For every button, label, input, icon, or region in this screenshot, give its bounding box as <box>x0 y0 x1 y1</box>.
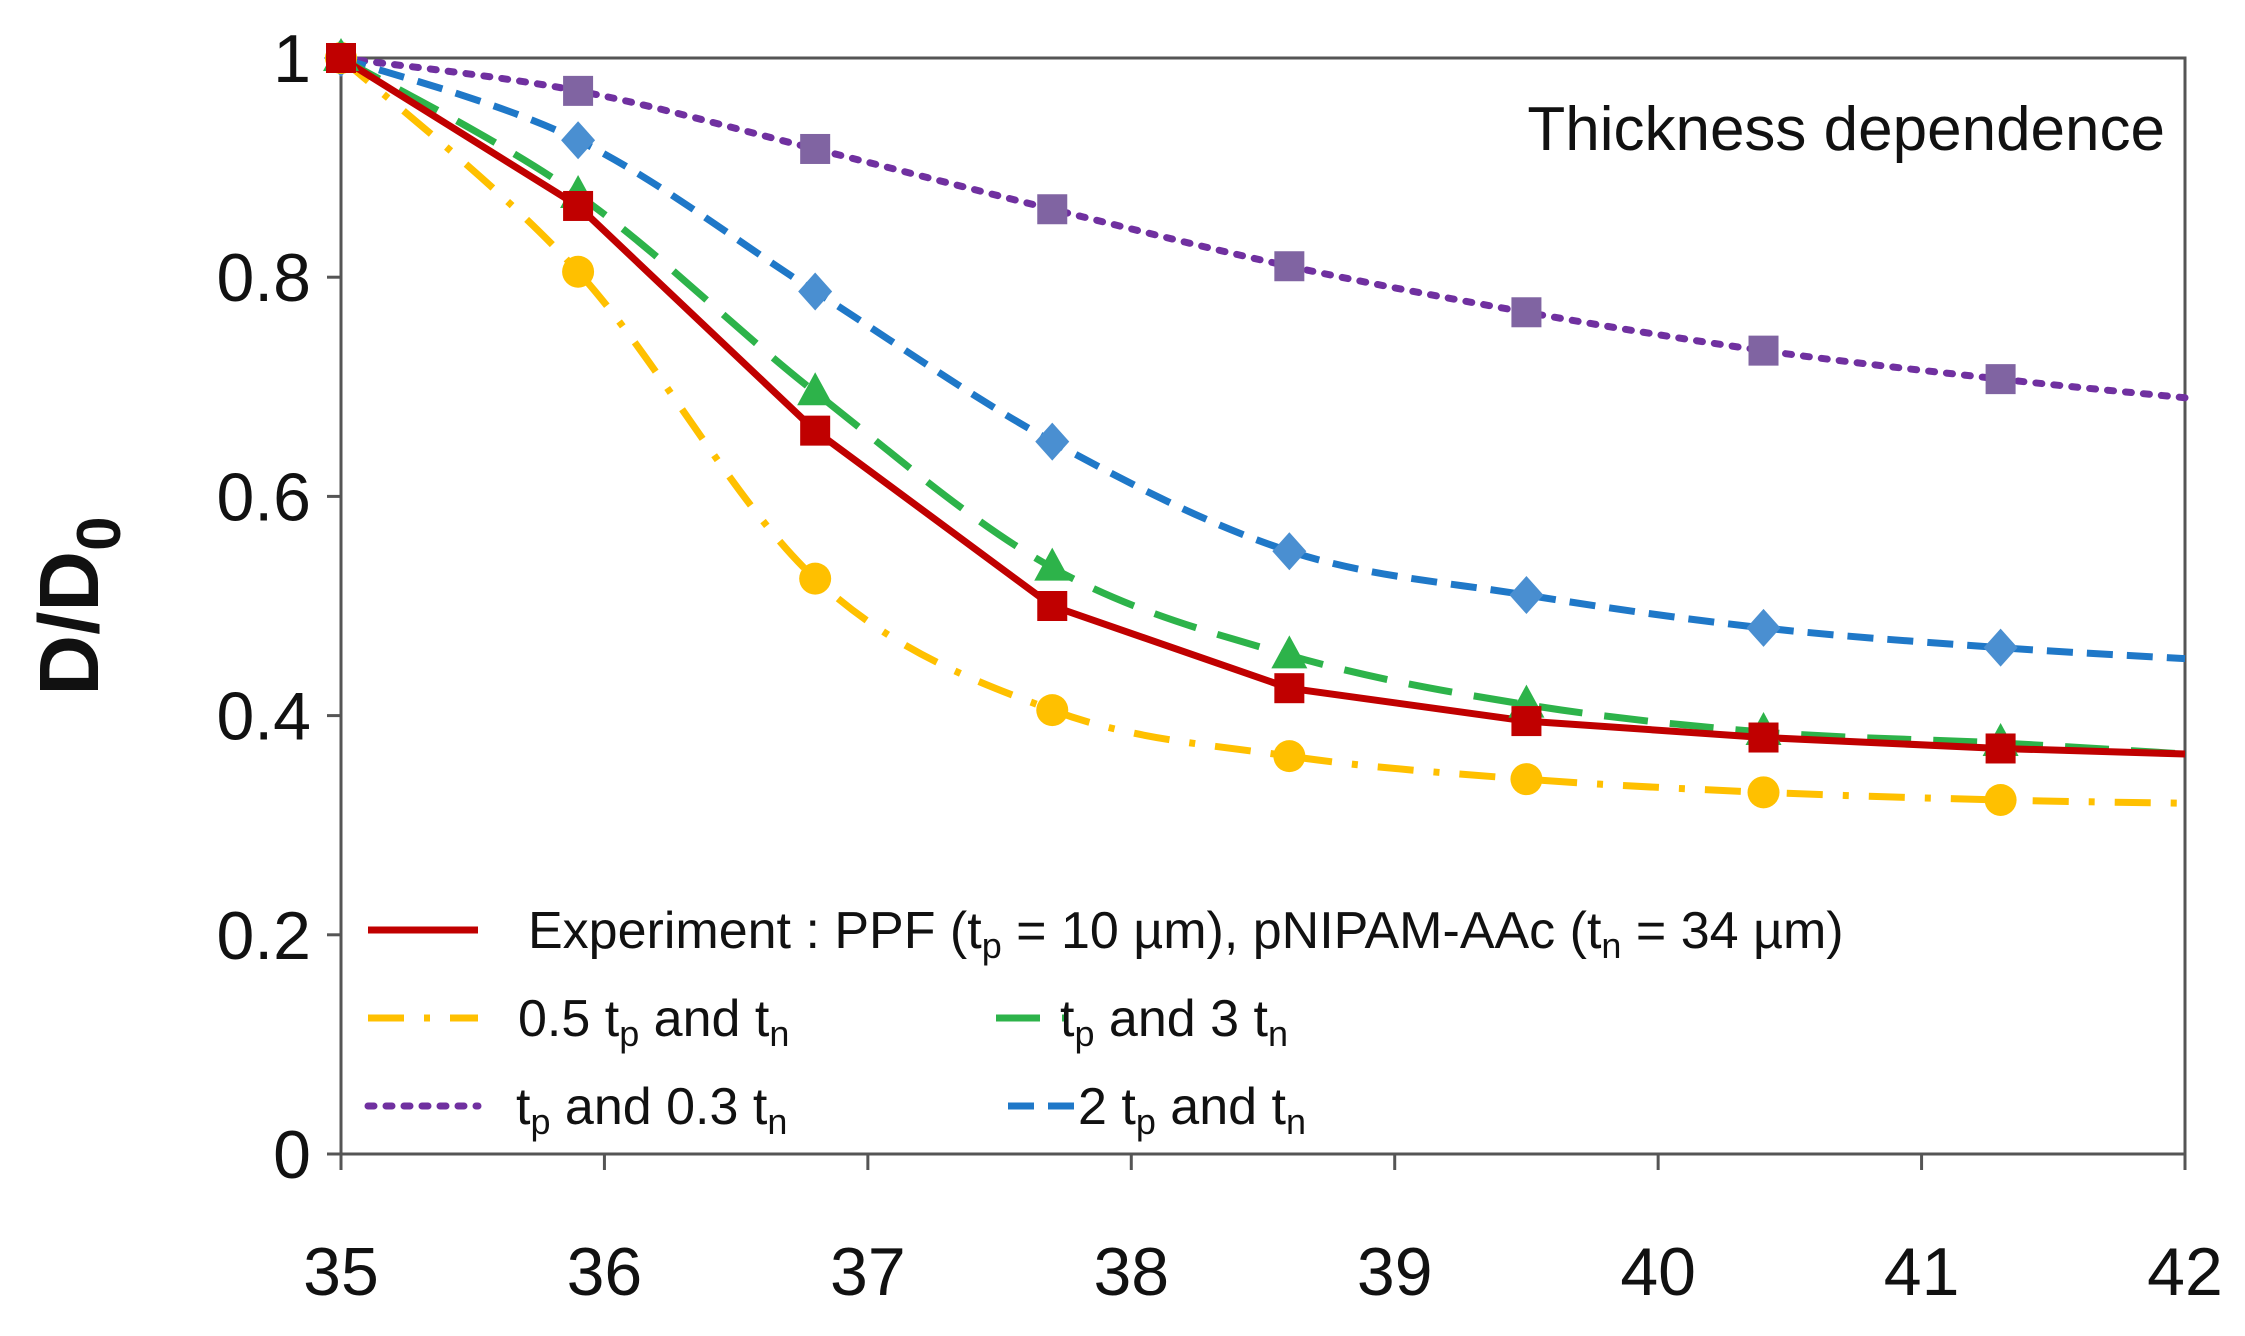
data-point-half-tp <box>1747 776 1780 809</box>
x-tick-label: 35 <box>303 1234 379 1310</box>
data-point-point3-tn <box>800 133 831 164</box>
x-tick-label: 41 <box>1884 1234 1960 1310</box>
legend-text-part: p <box>1074 1013 1094 1054</box>
y-tick-label: 0.6 <box>216 459 311 535</box>
data-point-double-tp <box>1983 628 2018 667</box>
data-point-triple-tn <box>797 372 834 406</box>
data-point-point3-tn <box>1274 251 1305 282</box>
legend-label-half-tp: 0.5 tp and tn <box>518 990 789 1054</box>
data-point-half-tp <box>1510 763 1543 796</box>
data-point-experiment <box>1985 733 2016 764</box>
legend-text-part: t <box>1060 990 1075 1048</box>
data-point-half-tp <box>1273 740 1306 773</box>
y-tick-label: 0.4 <box>216 679 311 755</box>
series-line-triple-tn <box>339 54 2186 758</box>
data-point-half-tp <box>799 562 832 595</box>
data-point-experiment <box>563 190 594 221</box>
data-point-point3-tn <box>1511 297 1542 328</box>
legend: Experiment : PPF (tp = 10 µm), pNIPAM-AA… <box>364 902 1844 1142</box>
data-point-point3-tn <box>1985 364 2016 395</box>
annotation-label: Thickness dependence <box>1527 95 2165 164</box>
legend-text-part: t <box>516 1078 531 1136</box>
legend-text-part: and t <box>639 990 770 1048</box>
y-axis: 0 0.2 0.4 0.6 0.8 1 <box>216 21 341 1193</box>
data-point-double-tp <box>561 121 596 160</box>
legend-label-double-tp: 2 tp and tn <box>1078 1078 1306 1142</box>
legend-text-part: p <box>530 1101 550 1142</box>
data-point-triple-tn <box>1034 547 1071 581</box>
legend-text-part: 0.5 t <box>518 990 620 1048</box>
x-tick-label: 39 <box>1357 1234 1433 1310</box>
data-point-double-tp <box>1746 608 1781 647</box>
series-line-half-tp <box>338 55 2186 807</box>
series-lines <box>337 54 2189 807</box>
legend-text-part: n <box>767 1101 787 1142</box>
y-tick-label: 0.2 <box>216 898 311 974</box>
legend-text-part: n <box>1268 1013 1288 1054</box>
legend-text-part: n <box>1601 925 1621 966</box>
legend-text-part: Experiment : PPF (t <box>528 902 982 960</box>
legend-text-part: 2 t <box>1078 1078 1136 1136</box>
x-tick-label: 36 <box>567 1234 643 1310</box>
data-point-experiment <box>1511 706 1542 737</box>
data-point-experiment <box>1037 591 1068 621</box>
series-line-double-tp <box>339 54 2186 663</box>
legend-text-part: n <box>769 1013 789 1054</box>
legend-text-part: and 3 t <box>1094 990 1268 1048</box>
x-tick-label: 38 <box>1093 1234 1169 1310</box>
data-point-triple-tn <box>1271 635 1308 669</box>
data-point-point3-tn <box>1037 194 1068 225</box>
x-tick-label: 37 <box>830 1234 906 1310</box>
legend-text-part: p <box>619 1013 639 1054</box>
data-point-experiment <box>326 43 356 73</box>
legend-text-part: and t <box>1156 1078 1287 1136</box>
data-point-double-tp <box>1035 422 1070 461</box>
data-point-experiment <box>800 415 831 446</box>
data-point-experiment <box>1748 722 1779 753</box>
legend-text-part: p <box>1136 1101 1156 1142</box>
data-point-half-tp <box>562 255 595 288</box>
series-markers <box>323 38 2019 816</box>
legend-text-part: = 34 µm) <box>1621 902 1843 960</box>
legend-text-part: n <box>1286 1101 1306 1142</box>
legend-text-part: and 0.3 t <box>550 1078 767 1136</box>
series-line-experiment <box>339 55 2186 758</box>
plot-frame <box>339 56 2187 1156</box>
data-point-point3-tn <box>1748 335 1779 366</box>
data-point-experiment <box>1274 673 1305 704</box>
data-point-double-tp <box>1509 576 1544 615</box>
x-tick-label: 40 <box>1620 1234 1696 1310</box>
y-axis-label-subscript: 0 <box>65 516 134 550</box>
legend-label-point3-tn: tp and 0.3 tn <box>516 1078 787 1142</box>
data-point-point3-tn <box>563 75 594 106</box>
data-point-half-tp <box>1036 694 1069 727</box>
y-tick-label: 0.8 <box>216 240 311 316</box>
legend-text-part: p <box>982 925 1002 966</box>
legend-text-part: = 10 µm), pNIPAM-AAc (t <box>1002 902 1602 960</box>
y-tick-label: 1 <box>273 21 311 97</box>
y-tick-label: 0 <box>273 1117 311 1193</box>
data-point-double-tp <box>798 272 833 311</box>
y-axis-label-main: D/D <box>22 551 116 696</box>
x-axis: 35 36 37 38 39 40 41 42 <box>303 1154 2223 1310</box>
legend-label-triple-tn: tp and 3 tn <box>1060 990 1288 1054</box>
x-tick-label: 42 <box>2147 1234 2223 1310</box>
y-axis-label: D/D0 <box>22 516 134 695</box>
data-point-double-tp <box>1272 532 1307 571</box>
data-point-half-tp <box>1984 783 2017 816</box>
legend-label-experiment: Experiment : PPF (tp = 10 µm), pNIPAM-AA… <box>528 902 1844 966</box>
